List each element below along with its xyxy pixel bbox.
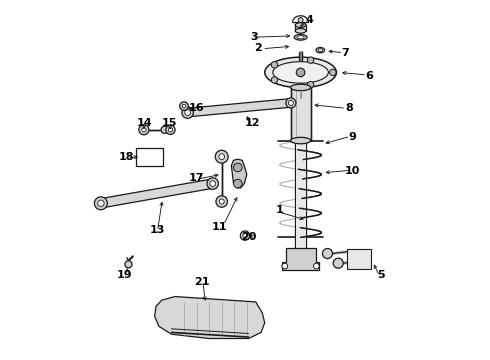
Circle shape [207, 178, 219, 189]
Circle shape [271, 77, 278, 83]
Circle shape [182, 104, 186, 108]
Text: 2: 2 [254, 43, 262, 53]
Polygon shape [282, 248, 319, 270]
Circle shape [180, 102, 188, 111]
Polygon shape [155, 297, 265, 338]
Circle shape [142, 128, 146, 132]
Circle shape [219, 154, 224, 159]
Text: 15: 15 [162, 118, 177, 128]
Circle shape [166, 125, 175, 134]
Circle shape [296, 68, 305, 77]
Circle shape [210, 181, 216, 186]
Ellipse shape [273, 62, 328, 83]
Circle shape [289, 100, 294, 105]
Polygon shape [291, 87, 311, 140]
Text: 4: 4 [306, 15, 314, 26]
Text: 16: 16 [189, 103, 204, 113]
Ellipse shape [295, 23, 306, 27]
Circle shape [271, 62, 278, 68]
Circle shape [139, 125, 149, 135]
Text: 17: 17 [189, 173, 204, 183]
Circle shape [215, 150, 228, 163]
Text: 9: 9 [349, 132, 357, 142]
Ellipse shape [265, 57, 337, 87]
Polygon shape [347, 249, 370, 269]
Text: 10: 10 [345, 166, 360, 176]
Circle shape [219, 199, 224, 204]
Circle shape [216, 196, 227, 207]
Circle shape [125, 261, 132, 268]
Circle shape [240, 231, 250, 240]
Ellipse shape [295, 28, 306, 33]
Circle shape [185, 110, 191, 116]
Ellipse shape [294, 35, 307, 40]
Polygon shape [231, 159, 247, 188]
Polygon shape [295, 140, 306, 248]
Text: 13: 13 [149, 225, 165, 235]
Polygon shape [187, 99, 291, 117]
Text: 3: 3 [250, 32, 258, 41]
Ellipse shape [318, 49, 322, 51]
Circle shape [98, 200, 104, 207]
Text: 18: 18 [119, 152, 134, 162]
Text: 20: 20 [241, 232, 256, 242]
Text: 8: 8 [345, 103, 353, 113]
Circle shape [307, 81, 314, 88]
Text: 6: 6 [365, 71, 373, 81]
Circle shape [322, 248, 333, 258]
Polygon shape [100, 179, 214, 208]
Text: 12: 12 [245, 118, 260, 128]
Ellipse shape [291, 84, 311, 91]
Text: 11: 11 [212, 222, 228, 231]
Circle shape [314, 263, 319, 269]
Ellipse shape [316, 48, 324, 53]
Circle shape [282, 263, 288, 269]
Circle shape [95, 197, 107, 210]
Circle shape [286, 98, 296, 108]
Circle shape [161, 126, 168, 134]
Circle shape [182, 107, 194, 118]
Text: 5: 5 [377, 270, 385, 280]
Ellipse shape [291, 137, 311, 144]
Ellipse shape [297, 36, 304, 39]
Circle shape [243, 233, 247, 238]
Circle shape [234, 163, 242, 172]
Circle shape [298, 18, 303, 23]
Text: 14: 14 [137, 118, 152, 128]
Circle shape [168, 128, 172, 132]
Text: 19: 19 [117, 270, 133, 280]
Circle shape [307, 57, 314, 63]
Circle shape [234, 179, 242, 188]
Circle shape [333, 258, 343, 268]
Text: 1: 1 [275, 206, 283, 216]
Text: 7: 7 [342, 48, 349, 58]
Text: 21: 21 [194, 277, 210, 287]
Circle shape [330, 69, 336, 76]
